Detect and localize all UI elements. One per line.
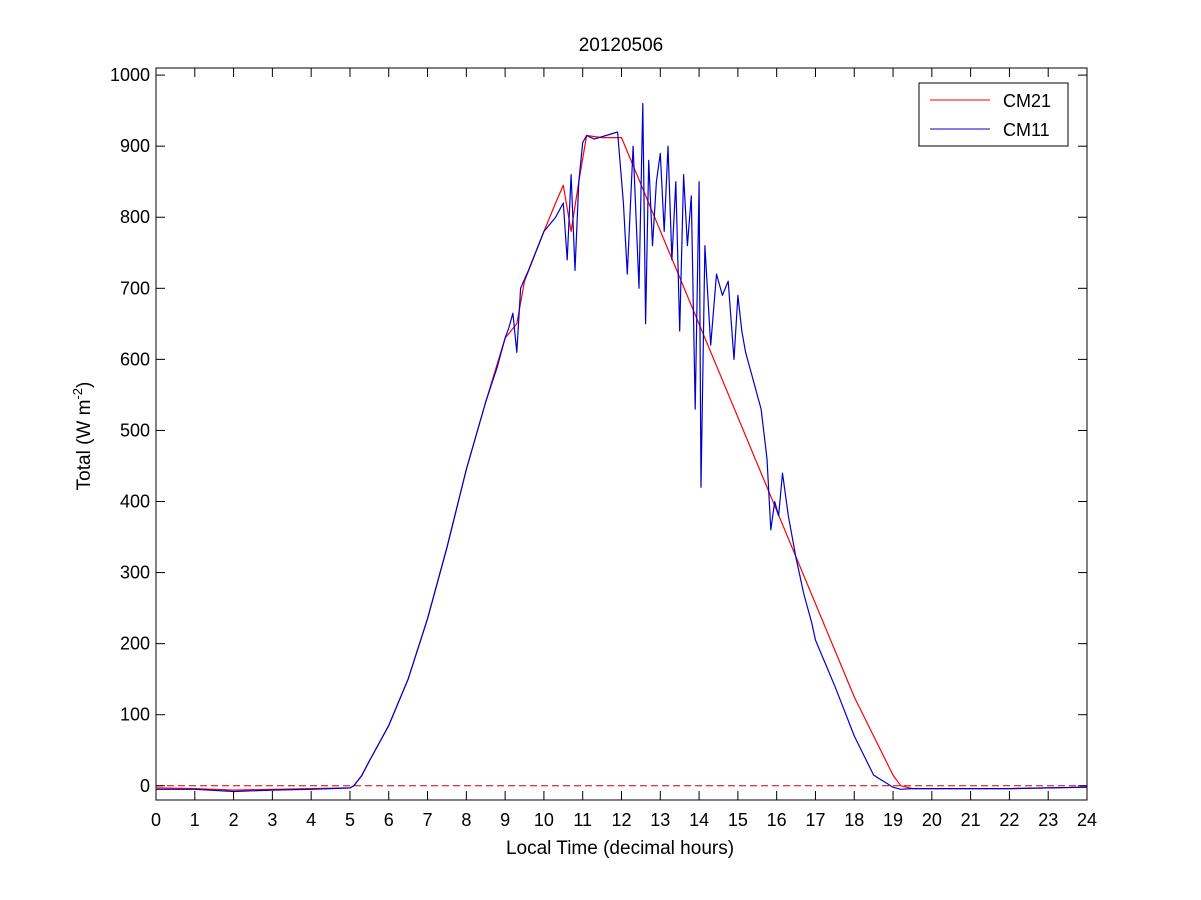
x-tick-label: 17 <box>805 810 825 830</box>
x-tick-label: 8 <box>461 810 471 830</box>
x-tick-label: 19 <box>883 810 903 830</box>
x-tick-label: 11 <box>573 810 592 830</box>
x-tick-label: 15 <box>728 810 748 830</box>
x-tick-label: 2 <box>229 810 239 830</box>
x-tick-label: 9 <box>500 810 510 830</box>
x-tick-label: 22 <box>999 810 1019 830</box>
x-tick-label: 12 <box>611 810 631 830</box>
y-axis-label-superscript: -2 <box>70 388 85 400</box>
y-tick-label: 600 <box>120 349 150 369</box>
x-tick-label: 1 <box>190 810 200 830</box>
x-tick-label: 14 <box>689 810 709 830</box>
plot-area <box>155 67 1088 801</box>
chart-title: 20120506 <box>579 35 664 56</box>
x-tick-label: 4 <box>306 810 316 830</box>
x-axis-label: Local Time (decimal hours) <box>506 838 734 859</box>
x-tick-label: 10 <box>534 810 554 830</box>
y-tick-label: 700 <box>120 278 150 298</box>
y-tick-label: 500 <box>120 420 150 440</box>
legend-label-cm21: CM21 <box>1003 91 1051 111</box>
x-tick-label: 24 <box>1077 810 1097 830</box>
y-tick-label: 300 <box>120 563 150 583</box>
x-tick-label: 13 <box>650 810 670 830</box>
x-tick-label: 0 <box>151 810 161 830</box>
y-tick-label: 900 <box>120 136 150 156</box>
series-line-cm11 <box>156 102 1088 793</box>
axis-ticks: 0 1 2 3 4 5 6 7 8 9 10 11 12 13 14 15 16 17 18 19 20 21 22 23 24… <box>110 65 1097 830</box>
y-axis-label-main: Total (W m <box>74 400 95 491</box>
y-tick-label: 800 <box>120 207 150 227</box>
x-tick-label: 18 <box>844 810 864 830</box>
x-tick-label: 7 <box>423 810 433 830</box>
y-tick-label: 1000 <box>110 65 150 85</box>
x-tick-label: 21 <box>961 810 981 830</box>
legend-label-cm11: CM11 <box>1003 120 1050 140</box>
x-tick-label: 20 <box>922 810 942 830</box>
x-tick-label: 6 <box>384 810 394 830</box>
y-axis-label-close: ) <box>74 382 95 388</box>
y-axis-label: Total (W m-2) <box>70 382 95 491</box>
x-tick-label: 23 <box>1038 810 1058 830</box>
y-tick-label: 200 <box>120 634 150 654</box>
x-tick-label: 16 <box>767 810 787 830</box>
x-tick-label: 5 <box>345 810 355 830</box>
legend-box <box>918 82 1069 147</box>
series-group <box>155 102 1088 793</box>
y-tick-label: 100 <box>120 705 150 725</box>
y-tick-label: 0 <box>140 776 150 796</box>
legend: CM21 CM11 <box>918 82 1069 147</box>
x-tick-label: 3 <box>267 810 277 830</box>
y-tick-label: 400 <box>120 492 150 512</box>
